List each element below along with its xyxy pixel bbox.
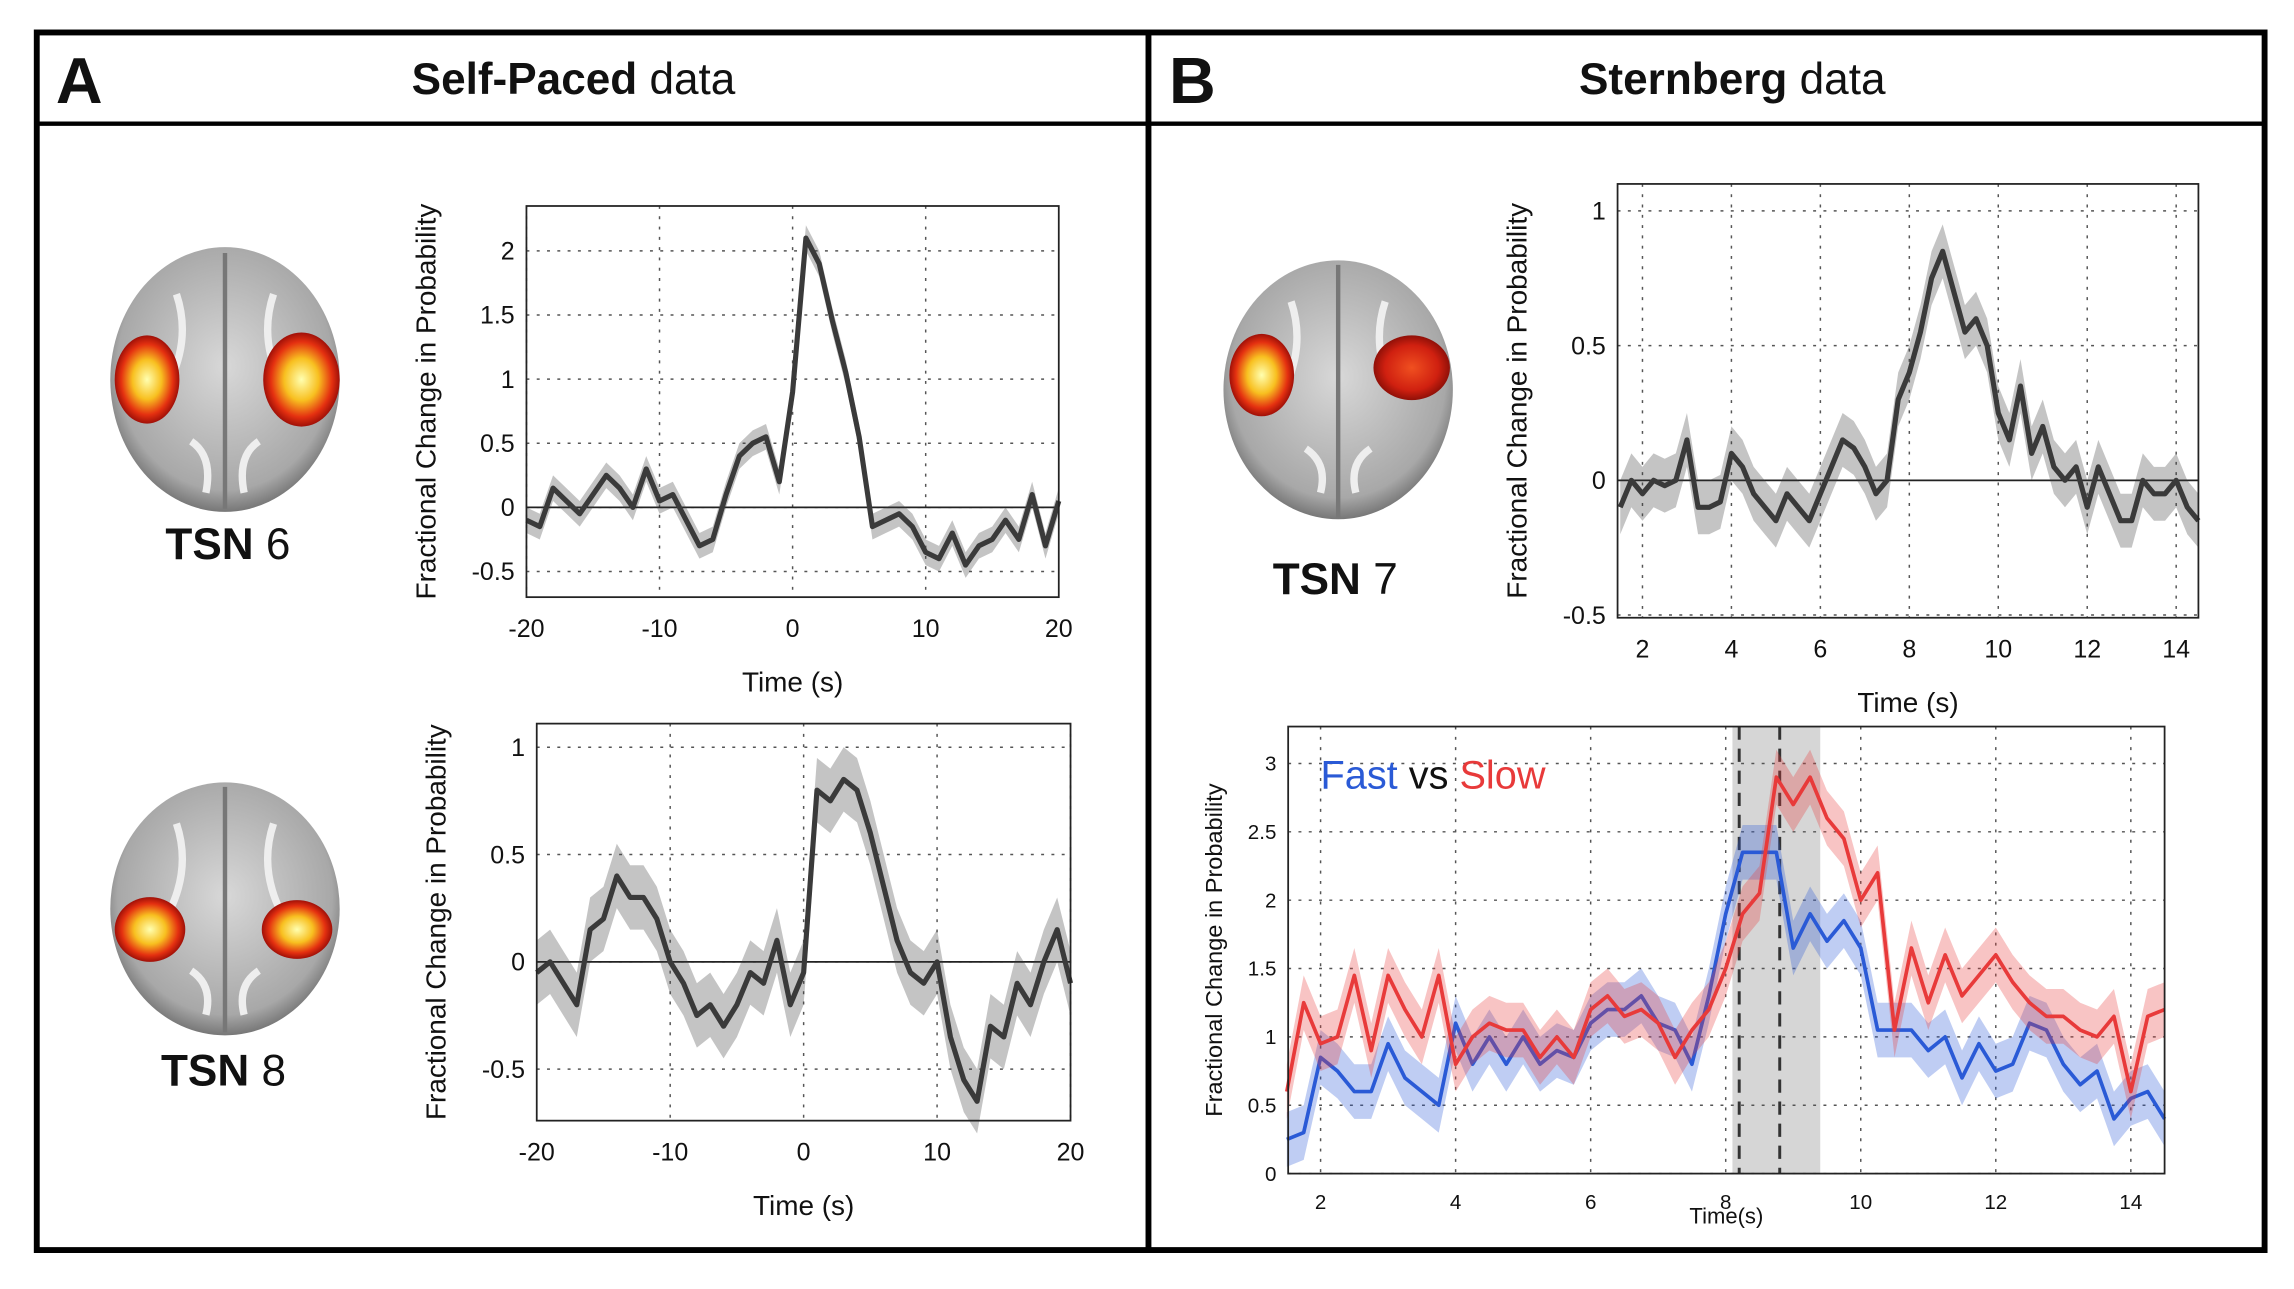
y-axis-label: Fractional Change in Probability (1201, 783, 1227, 1117)
y-tick-label: 0.5 (1571, 332, 1606, 360)
plot-frame (535, 722, 1072, 1122)
x-tick-label: 10 (1849, 1191, 1872, 1214)
y-tick-label: -0.5 (472, 558, 515, 586)
y-tick-label: 1.5 (480, 302, 515, 330)
panel-title: Self-Paced data (412, 55, 736, 104)
x-tick-label: 2 (1636, 635, 1650, 663)
x-axis-label: Time(s) (1689, 1204, 1763, 1229)
network-name: TSN (165, 520, 253, 569)
x-axis-label: Time (s) (742, 666, 843, 697)
series-line (525, 235, 1062, 568)
x-tick-label: 0 (786, 615, 800, 643)
y-axis-label: Fractional Change in Probability (1501, 203, 1532, 599)
x-tick-label: -10 (641, 615, 677, 643)
x-tick-label: 14 (2119, 1191, 2142, 1214)
title-rest: data (1800, 55, 1886, 104)
plot-frame (1287, 725, 2166, 1175)
x-tick-label: 2 (1315, 1191, 1326, 1214)
x-tick-label: 6 (1585, 1191, 1596, 1214)
y-tick-label: -0.5 (482, 1056, 525, 1084)
network-label: TSN 7 (1273, 555, 1398, 604)
title-rest: data (649, 55, 735, 104)
x-axis-label: Time (s) (1857, 687, 1958, 718)
legend-entry: Slow (1459, 753, 1545, 797)
shade-band (1732, 726, 1821, 1174)
y-tick-label: 0 (1265, 1163, 1276, 1186)
x-tick-label: 12 (2073, 635, 2101, 663)
x-tick-label: 10 (1984, 635, 2012, 663)
y-tick-label: 0 (501, 494, 515, 522)
error-band (1286, 824, 2165, 1167)
x-tick-label: 20 (1045, 615, 1073, 643)
x-tick-label: 8 (1720, 1191, 1731, 1214)
network-number: 7 (1373, 555, 1398, 604)
brain (110, 782, 340, 1036)
error-band (1286, 749, 2165, 1119)
plot-frame (525, 205, 1060, 599)
brain (1223, 260, 1453, 520)
y-tick-label: 2 (501, 238, 515, 266)
network-label: TSN 6 (165, 520, 290, 569)
title-bold: Self-Paced (412, 55, 638, 104)
legend-entry: Fast (1321, 753, 1398, 797)
x-tick-label: 0 (797, 1138, 811, 1166)
series-line (1617, 248, 2201, 524)
y-tick-label: 1.5 (1248, 958, 1277, 981)
y-tick-label: 1 (1592, 198, 1606, 226)
x-tick-label: 4 (1450, 1191, 1461, 1214)
y-tick-label: 0.5 (1248, 1094, 1277, 1117)
y-tick-label: 0.5 (490, 841, 525, 869)
x-tick-label: -20 (508, 615, 544, 643)
y-tick-label: 0 (1592, 467, 1606, 495)
y-axis-label: Fractional Change in Probability (421, 724, 452, 1120)
plot-frame (1616, 183, 2200, 619)
y-tick-label: 0 (511, 949, 525, 977)
brain (110, 247, 340, 512)
series-line (1286, 850, 2167, 1142)
y-tick-label: 1 (1265, 1026, 1276, 1049)
x-tick-label: 6 (1813, 635, 1827, 663)
title-bold: Sternberg (1579, 55, 1787, 104)
y-tick-label: 0.5 (480, 430, 515, 458)
x-tick-label: 4 (1724, 635, 1738, 663)
panel-letter: A (56, 44, 103, 117)
y-tick-label: 3 (1265, 753, 1276, 776)
x-axis-label: Time (s) (753, 1190, 854, 1221)
panel-letter: B (1169, 44, 1216, 117)
y-tick-label: -0.5 (1563, 602, 1606, 630)
network-name: TSN (1273, 555, 1361, 604)
x-tick-label: -10 (652, 1138, 688, 1166)
x-tick-label: -20 (519, 1138, 555, 1166)
y-tick-label: 2 (1265, 889, 1276, 912)
panel-title: Sternberg data (1579, 55, 1886, 104)
network-number: 8 (261, 1046, 286, 1095)
legend-separator: vs (1409, 753, 1449, 797)
y-axis-label: Fractional Change in Probability (410, 204, 441, 600)
x-tick-label: 12 (1984, 1191, 2007, 1214)
x-tick-label: 14 (2162, 635, 2190, 663)
legend: Fast vs Slow (1321, 753, 1546, 797)
x-tick-label: 20 (1057, 1138, 1085, 1166)
network-label: TSN 8 (161, 1046, 286, 1095)
series-line (1285, 775, 2166, 1094)
y-tick-label: 1 (501, 366, 515, 394)
x-tick-label: 10 (923, 1138, 951, 1166)
x-tick-label: 8 (1902, 635, 1916, 663)
y-tick-label: 2.5 (1248, 821, 1277, 844)
network-number: 6 (266, 520, 291, 569)
series-line (535, 776, 1074, 1104)
y-tick-label: 1 (511, 734, 525, 762)
network-name: TSN (161, 1046, 249, 1095)
x-tick-label: 10 (912, 615, 940, 643)
